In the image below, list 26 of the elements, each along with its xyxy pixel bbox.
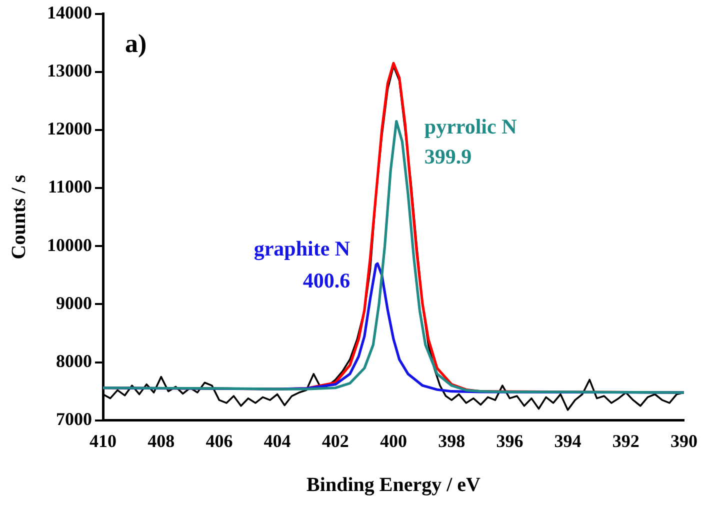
y-tick-label: 14000 — [47, 2, 92, 22]
x-tick-label: 410 — [90, 430, 116, 451]
series-label: pyrrolic N — [424, 114, 517, 138]
y-axis-title: Counts / s — [8, 174, 30, 260]
annotation: 400.6 — [302, 268, 350, 293]
x-tick-label: 392 — [612, 430, 640, 451]
y-tick-label: 11000 — [48, 176, 92, 197]
y-tick-label: 9000 — [56, 292, 92, 313]
y-tick-label: 12000 — [47, 118, 92, 139]
x-axis-title: Binding Energy / eV — [306, 474, 482, 496]
x-tick-label: 400 — [380, 430, 407, 451]
y-tick-label: 10000 — [47, 234, 92, 255]
x-tick-label: 408 — [148, 430, 175, 451]
x-tick-label: 402 — [322, 430, 349, 451]
x-tick-label: 398 — [438, 430, 466, 451]
x-tick-label: 394 — [554, 430, 582, 451]
annotation: a) — [125, 28, 147, 58]
y-tick-label: 7000 — [56, 409, 92, 430]
x-tick-label: 406 — [206, 430, 233, 451]
x-tick-label: 390 — [670, 430, 698, 451]
y-tick-label: 13000 — [47, 60, 92, 81]
x-tick-label: 396 — [496, 430, 524, 451]
x-tick-label: 404 — [264, 430, 291, 451]
y-tick-label: 8000 — [56, 350, 92, 371]
annotation: 399.9 — [424, 144, 472, 168]
series-label: graphite N — [254, 236, 350, 261]
